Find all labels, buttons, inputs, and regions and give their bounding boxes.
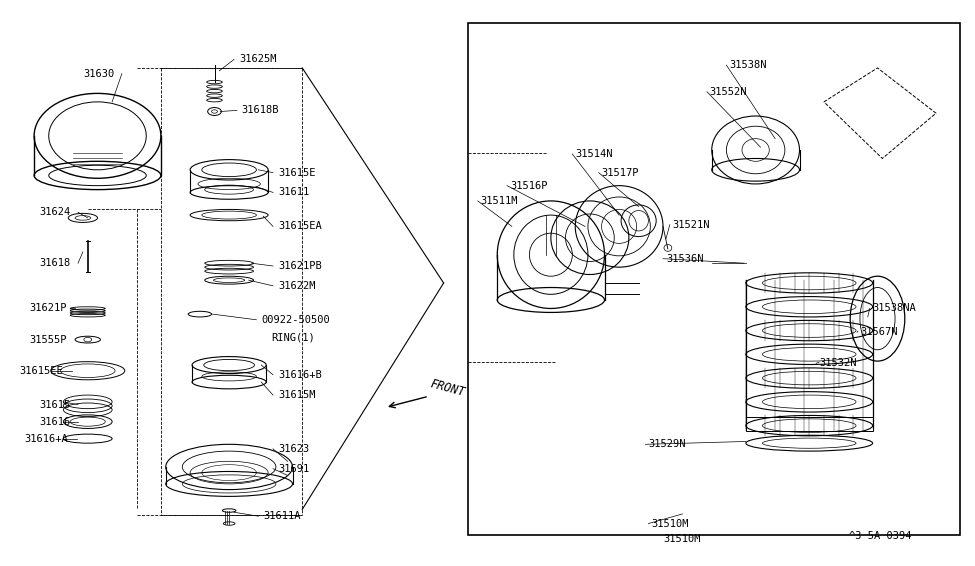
Text: 31517P: 31517P [602, 168, 639, 178]
Text: 31514N: 31514N [575, 149, 612, 159]
Text: 31621P: 31621P [29, 303, 66, 314]
Text: 31510M: 31510M [651, 518, 688, 529]
Text: 31552N: 31552N [710, 87, 747, 97]
Text: 31538NA: 31538NA [873, 303, 916, 314]
Text: 31624: 31624 [39, 207, 70, 217]
Text: ^3 5A 0394: ^3 5A 0394 [849, 530, 912, 541]
Text: 31618: 31618 [39, 258, 70, 268]
Text: 31615M: 31615M [278, 390, 315, 400]
Text: 31516P: 31516P [510, 181, 547, 191]
Text: 31536N: 31536N [666, 254, 703, 264]
Text: 31625M: 31625M [239, 54, 276, 65]
Text: 31691: 31691 [278, 464, 309, 474]
Text: 31618B: 31618B [242, 105, 279, 115]
Text: 31529N: 31529N [648, 439, 685, 449]
Text: 31623: 31623 [278, 444, 309, 454]
Text: 31615EA: 31615EA [278, 221, 322, 231]
Text: FRONT: FRONT [429, 378, 467, 399]
Text: 31615E: 31615E [278, 168, 315, 178]
Text: 31538N: 31538N [729, 60, 766, 70]
Text: 31616+A: 31616+A [24, 434, 68, 444]
Text: 31510M: 31510M [664, 534, 701, 544]
Text: 31615: 31615 [39, 400, 70, 410]
Text: 31611: 31611 [278, 187, 309, 198]
Bar [468, 23, 960, 535]
Bar [746, 417, 873, 431]
Text: 31555P: 31555P [29, 335, 66, 345]
Text: 31622M: 31622M [278, 281, 315, 291]
Text: 31611A: 31611A [263, 511, 300, 521]
Text: 31511M: 31511M [481, 196, 518, 206]
Text: 00922-50500: 00922-50500 [261, 315, 331, 325]
Text: 31630: 31630 [83, 68, 114, 79]
Text: 31615EE: 31615EE [20, 366, 63, 376]
Text: 31616+B: 31616+B [278, 370, 322, 380]
Text: 31621PB: 31621PB [278, 261, 322, 271]
Text: 31616: 31616 [39, 417, 70, 427]
Text: 31567N: 31567N [860, 327, 897, 337]
Text: 31521N: 31521N [673, 220, 710, 230]
Text: 31532N: 31532N [819, 358, 856, 368]
Text: RING(1): RING(1) [271, 333, 315, 343]
